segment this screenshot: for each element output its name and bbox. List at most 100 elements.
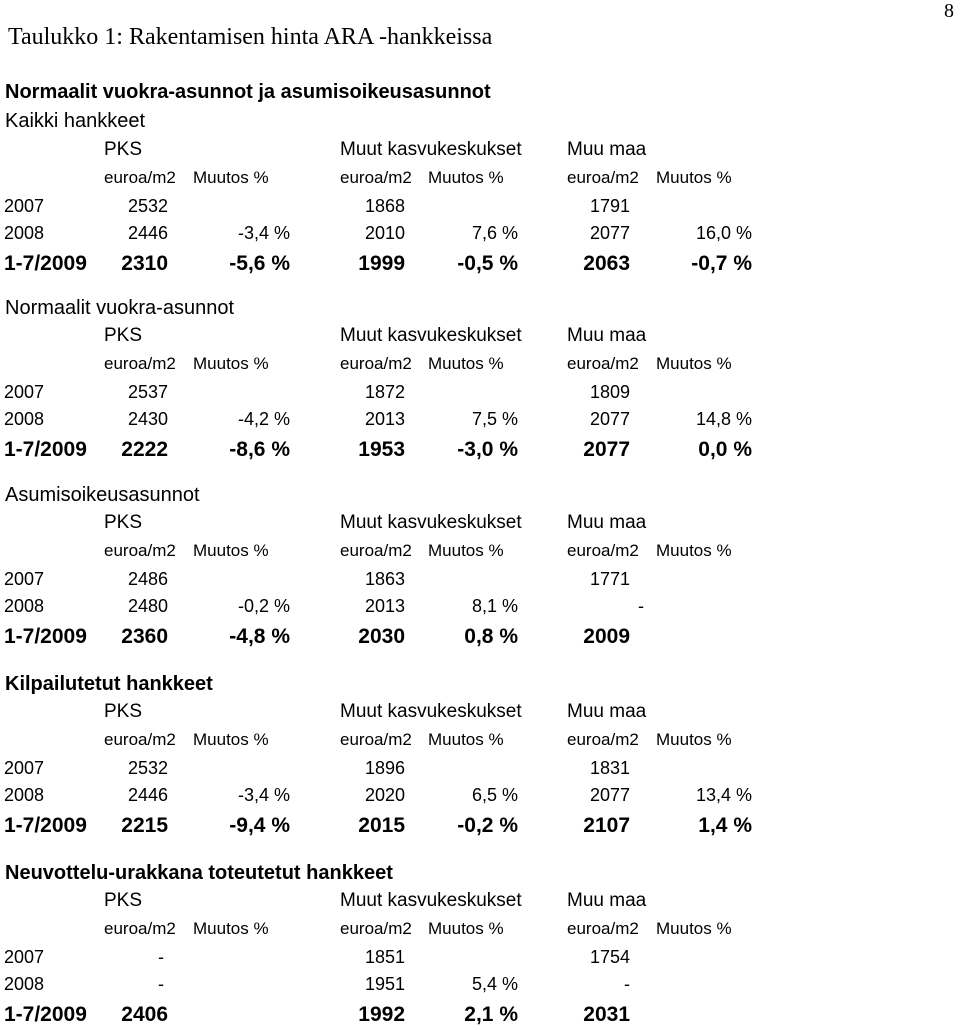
unit-header: Muutos % [193,730,269,749]
region-rest-of-country: Muu maa [567,325,647,346]
unit-header: Muutos % [428,168,504,187]
unit-header: euroa/m2 [340,541,412,560]
table-row-total: 1-7/2009 2360 -4,8 % 2030 0,8 % 2009 [0,620,960,652]
unit-header: euroa/m2 [340,354,412,373]
value-cell: 2077 [589,785,630,805]
year-cell: 1-7/2009 [4,438,87,461]
section-subheading: Kaikki hankkeet [5,110,146,132]
value-cell: 2486 [127,569,168,589]
section-heading: Kilpailutetut hankkeet [5,673,213,695]
unit-header: Muutos % [193,541,269,560]
value-cell: 2222 [121,438,168,461]
region-header-row: PKS Muut kasvukeskukset Muu maa [0,139,960,166]
value-cell: 2430 [127,409,168,429]
region-header-row: PKS Muut kasvukeskukset Muu maa [0,890,960,917]
value-cell: 2360 [121,625,168,648]
value-cell: 2031 [583,1003,630,1026]
table-row-total: 1-7/2009 2215 -9,4 % 2015 -0,2 % 2107 1,… [0,809,960,841]
value-cell: 2446 [127,223,168,243]
region-header-row: PKS Muut kasvukeskukset Muu maa [0,701,960,728]
region-rest-of-country: Muu maa [567,701,647,722]
year-cell: 2008 [4,785,45,805]
year-cell: 2008 [4,409,45,429]
value-cell: 1896 [364,758,405,778]
section-heading: Normaalit vuokra-asunnot ja asumisoikeus… [5,81,491,103]
change-cell: 0,8 % [464,625,518,648]
change-cell: -5,6 % [229,252,290,275]
table-row: 2008 2446 -3,4 % 2010 7,6 % 2077 16,0 % [0,220,960,247]
change-cell: -8,6 % [229,438,290,461]
value-cell: 2215 [121,814,168,837]
value-cell: 1872 [364,382,405,402]
value-cell: 2030 [358,625,405,648]
change-cell: 2,1 % [464,1003,518,1026]
value-cell: 2537 [127,382,168,402]
value-cell: - [624,974,630,994]
unit-header: euroa/m2 [104,730,176,749]
table-row-total: 1-7/2009 2310 -5,6 % 1999 -0,5 % 2063 -0… [0,247,960,279]
change-cell: -0,7 % [691,252,752,275]
value-cell: 2013 [364,409,405,429]
region-growth-centres: Muut kasvukeskukset [340,325,522,346]
change-cell: -4,2 % [237,409,290,429]
unit-header: euroa/m2 [340,168,412,187]
value-cell: 1868 [364,196,405,216]
value-cell: 1831 [589,758,630,778]
price-table: PKS Muut kasvukeskukset Muu maa euroa/m2… [0,325,960,465]
unit-header: euroa/m2 [567,919,639,938]
year-cell: 2007 [4,196,45,216]
price-table: PKS Muut kasvukeskukset Muu maa euroa/m2… [0,701,960,841]
unit-header: euroa/m2 [104,919,176,938]
region-pks: PKS [104,512,143,533]
change-cell: -4,8 % [229,625,290,648]
section-heading: Neuvottelu-urakkana toteutetut hankkeet [5,862,393,884]
value-cell: 2063 [583,252,630,275]
unit-header: euroa/m2 [104,168,176,187]
value-cell: 2310 [121,252,168,275]
value-cell: 1809 [589,382,630,402]
year-cell: 1-7/2009 [4,625,87,648]
unit-header: Muutos % [193,168,269,187]
change-cell: -3,0 % [457,438,518,461]
unit-header: Muutos % [428,730,504,749]
region-rest-of-country: Muu maa [567,139,647,160]
change-cell: -0,5 % [457,252,518,275]
unit-header: euroa/m2 [340,919,412,938]
change-cell: 13,4 % [695,785,752,805]
change-cell: 7,5 % [471,409,518,429]
value-cell: 1951 [364,974,405,994]
region-pks: PKS [104,139,143,160]
table-row: 2008 2446 -3,4 % 2020 6,5 % 2077 13,4 % [0,782,960,809]
unit-header-row: euroa/m2 Muutos % euroa/m2 Muutos % euro… [0,917,960,944]
value-cell: 1754 [589,947,630,967]
value-cell: 2077 [583,438,630,461]
table-row: 2007 - 1851 1754 [0,944,960,971]
year-cell: 2007 [4,758,45,778]
value-cell: 2532 [127,196,168,216]
change-cell: -0,2 % [457,814,518,837]
change-cell: 6,5 % [471,785,518,805]
value-cell: 1771 [589,569,630,589]
unit-header: Muutos % [656,919,732,938]
region-pks: PKS [104,701,143,722]
value-cell: 2446 [127,785,168,805]
unit-header-row: euroa/m2 Muutos % euroa/m2 Muutos % euro… [0,352,960,379]
price-table: PKS Muut kasvukeskukset Muu maa euroa/m2… [0,139,960,279]
change-cell: -9,4 % [229,814,290,837]
region-growth-centres: Muut kasvukeskukset [340,890,522,911]
region-pks: PKS [104,890,143,911]
value-cell: 2013 [364,596,405,616]
unit-header: euroa/m2 [567,168,639,187]
value-cell: 1999 [358,252,405,275]
table-row-total: 1-7/2009 2406 1992 2,1 % 2031 [0,998,960,1030]
table-row: 2007 2537 1872 1809 [0,379,960,406]
change-cell: -3,4 % [237,223,290,243]
unit-header: Muutos % [656,730,732,749]
table-row: 2008 2430 -4,2 % 2013 7,5 % 2077 14,8 % [0,406,960,433]
year-cell: 2007 [4,947,45,967]
value-cell: 2077 [589,409,630,429]
region-growth-centres: Muut kasvukeskukset [340,139,522,160]
value-cell: 2020 [364,785,405,805]
change-cell: 16,0 % [695,223,752,243]
value-cell: - [638,596,644,616]
